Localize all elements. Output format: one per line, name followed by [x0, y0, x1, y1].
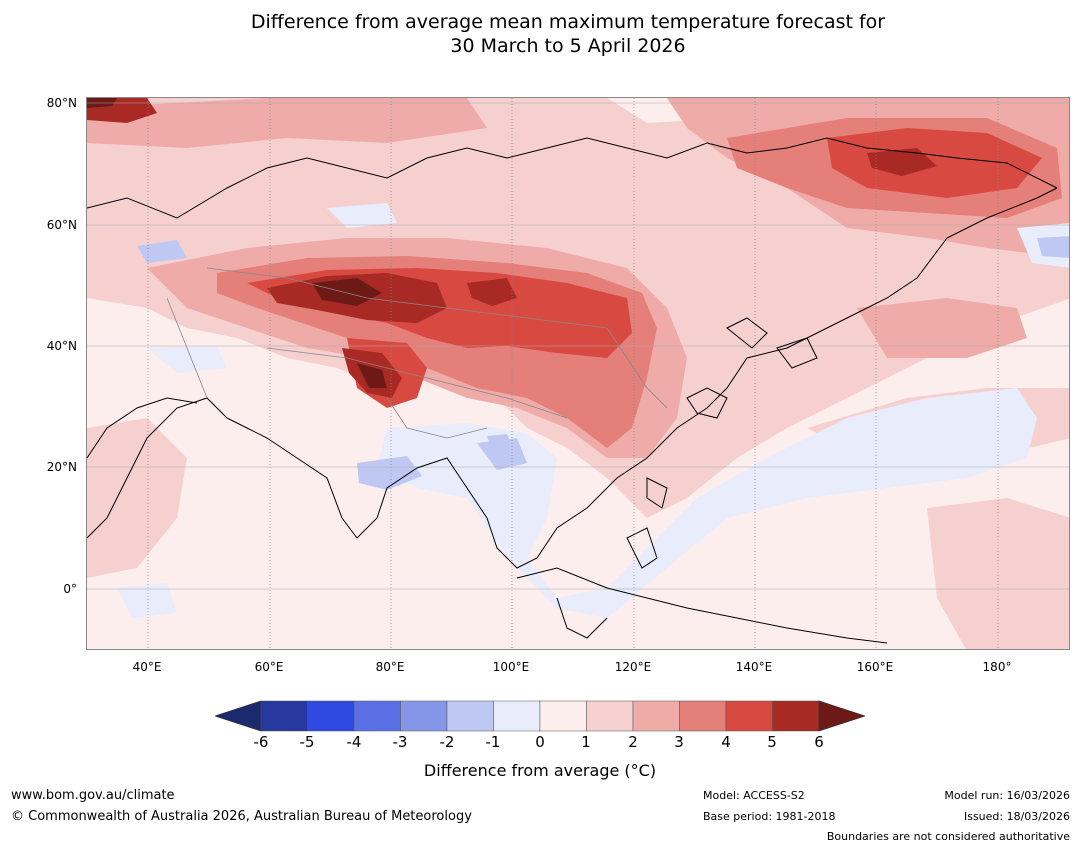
temperature-anomaly-map [86, 97, 1070, 650]
colorbar-tick: -4 [346, 733, 362, 751]
footer-model-run: Model run: 16/03/2026 [944, 789, 1070, 802]
colorbar-tick: 4 [721, 733, 731, 751]
footer-copyright: © Commonwealth of Australia 2026, Austra… [11, 809, 472, 824]
anomaly-band-minus-2-minus-1 [137, 236, 1069, 490]
title-line-2: 30 March to 5 April 2026 [450, 35, 686, 57]
country-borders [166, 267, 668, 439]
colorbar-segment [586, 700, 634, 732]
lon-label-180: 180° [982, 660, 1012, 674]
colorbar-label: Difference from average (°C) [423, 761, 657, 780]
footer-issued: Issued: 18/03/2026 [963, 810, 1070, 823]
colorbar-segment [446, 700, 494, 732]
colorbar-tick: -3 [392, 733, 408, 751]
colorbar-tick: -1 [485, 733, 501, 751]
colorbar-segment [400, 700, 448, 732]
colorbar-tick: 5 [767, 733, 777, 751]
colorbar [215, 700, 865, 732]
footer-disclaimer: Boundaries are not considered authoritat… [826, 830, 1070, 843]
lon-label-100e: 100°E [492, 660, 530, 674]
colorbar-tick: 3 [674, 733, 684, 751]
colorbar-tick: 0 [535, 733, 545, 751]
colorbar-segments [260, 700, 820, 732]
colorbar-tick: -2 [439, 733, 455, 751]
title-line-1: Difference from average mean maximum tem… [250, 11, 886, 33]
latitude-lines [87, 102, 1069, 590]
footer-model: Model: ACCESS-S2 [703, 789, 805, 802]
colorbar-tick: -5 [299, 733, 315, 751]
anomaly-band-5-6 [87, 98, 937, 398]
lon-label-160e: 160°E [856, 660, 894, 674]
lon-label-80e: 80°E [375, 660, 405, 674]
colorbar-tick: -6 [253, 733, 269, 751]
colorbar-tick: 2 [628, 733, 638, 751]
colorbar-segment [353, 700, 401, 732]
lat-label-80n: 80°N [46, 96, 77, 110]
lat-label-20n: 20°N [46, 460, 77, 474]
lon-label-140e: 140°E [735, 660, 773, 674]
colorbar-segment [260, 700, 308, 732]
footer-base-period: Base period: 1981-2018 [703, 810, 836, 823]
lon-label-120e: 120°E [614, 660, 652, 674]
map-canvas [87, 98, 1069, 649]
footer-website[interactable]: www.bom.gov.au/climate [11, 788, 175, 803]
colorbar-segment [725, 700, 773, 732]
colorbar-high-arrow [818, 700, 865, 732]
colorbar-tick: 1 [581, 733, 591, 751]
colorbar-segment [493, 700, 541, 732]
graticule-lines [147, 98, 999, 649]
chart-title: Difference from average mean maximum tem… [0, 10, 1081, 58]
colorbar-segment [772, 700, 820, 732]
colorbar-segment [307, 700, 355, 732]
lat-label-0: 0° [63, 582, 77, 596]
lat-label-40n: 40°N [46, 339, 77, 353]
lon-label-60e: 60°E [254, 660, 284, 674]
lon-label-40e: 40°E [132, 660, 162, 674]
colorbar-segment [679, 700, 727, 732]
colorbar-tick: 6 [814, 733, 824, 751]
colorbar-segment [632, 700, 680, 732]
colorbar-segment [539, 700, 587, 732]
colorbar-low-arrow [215, 700, 262, 732]
lat-label-60n: 60°N [46, 218, 77, 232]
